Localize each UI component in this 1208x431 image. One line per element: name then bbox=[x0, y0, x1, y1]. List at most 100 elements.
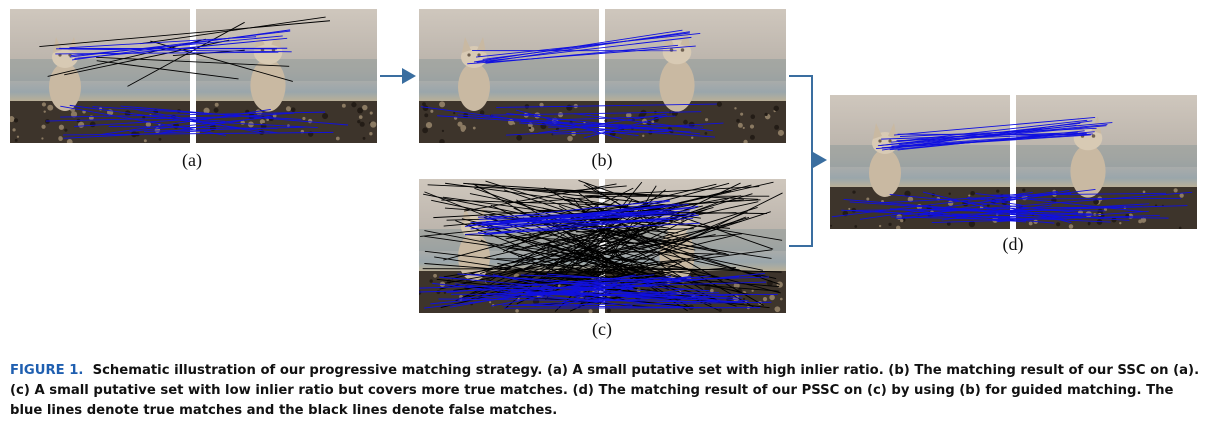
rock-speck bbox=[443, 291, 447, 294]
false-match-line bbox=[442, 196, 670, 229]
rock-speck bbox=[41, 137, 44, 140]
rock-speck bbox=[968, 220, 976, 228]
false-match-line bbox=[150, 40, 293, 82]
rock-speck bbox=[41, 124, 46, 129]
rock-speck bbox=[479, 110, 485, 115]
true-match-line bbox=[574, 113, 713, 132]
true-match-line bbox=[502, 304, 702, 309]
rock-speck bbox=[441, 129, 445, 133]
true-match-line bbox=[975, 193, 1143, 213]
rock-speck bbox=[718, 308, 722, 313]
fox-ear bbox=[873, 123, 882, 139]
true-match-line bbox=[60, 105, 226, 136]
rock-speck bbox=[266, 118, 269, 122]
caption-text: Schematic illustration of our progressiv… bbox=[10, 363, 1200, 418]
rock-speck bbox=[852, 190, 856, 194]
rock-speck bbox=[588, 309, 593, 313]
true-match-line bbox=[478, 214, 699, 235]
false-match-line bbox=[64, 39, 230, 76]
fox-ear bbox=[462, 37, 471, 53]
true-match-line bbox=[918, 208, 1072, 214]
true-match-line bbox=[895, 203, 1150, 220]
rock-speck bbox=[1173, 188, 1178, 193]
true-match-line bbox=[897, 133, 1089, 136]
rock-speck bbox=[968, 194, 971, 197]
panel-b-label: (b) bbox=[591, 150, 613, 170]
rock-speck bbox=[58, 124, 65, 130]
rock-speck bbox=[369, 111, 373, 115]
true-match-line bbox=[69, 30, 291, 58]
true-match-line bbox=[63, 131, 334, 136]
false-match-line bbox=[464, 234, 651, 245]
rock-speck bbox=[948, 192, 951, 195]
rock-speck bbox=[539, 102, 544, 108]
rock-speck bbox=[472, 126, 476, 130]
rock-speck bbox=[272, 113, 277, 118]
rock-speck bbox=[351, 102, 357, 108]
fox-ear bbox=[663, 30, 674, 48]
rock-speck bbox=[58, 136, 63, 141]
true-match-line bbox=[454, 283, 684, 308]
rock-speck bbox=[896, 225, 901, 229]
rock-speck bbox=[457, 121, 463, 127]
true-match-line bbox=[909, 213, 1092, 215]
rock-speck bbox=[145, 121, 152, 127]
panel-b-image bbox=[419, 9, 786, 143]
rock-speck bbox=[970, 190, 975, 196]
rock-speck bbox=[733, 282, 740, 289]
rock-speck bbox=[203, 107, 210, 114]
true-match-line bbox=[129, 117, 269, 132]
figure-caption: FIGURE 1. Schematic illustration of our … bbox=[10, 361, 1200, 421]
true-match-line bbox=[902, 191, 1193, 216]
false-match-line bbox=[534, 252, 722, 286]
rock-speck bbox=[439, 138, 445, 143]
rock-speck bbox=[736, 118, 740, 123]
false-match-line bbox=[544, 187, 754, 308]
rock-speck bbox=[854, 225, 858, 228]
rock-speck bbox=[907, 196, 914, 203]
rock-speck bbox=[1087, 223, 1091, 226]
rock-speck bbox=[1028, 221, 1033, 226]
false-match-line bbox=[424, 263, 780, 292]
rock-speck bbox=[774, 306, 781, 313]
rock-speck bbox=[567, 135, 573, 142]
true-match-line bbox=[517, 294, 743, 306]
true-match-line bbox=[986, 209, 1106, 212]
rock-speck bbox=[740, 112, 744, 116]
rock-speck bbox=[848, 207, 851, 210]
arrow-c-to-d bbox=[789, 160, 813, 247]
rock-speck bbox=[557, 112, 564, 118]
rock-speck bbox=[322, 112, 329, 120]
false-match-line bbox=[467, 183, 678, 207]
rock-speck bbox=[1178, 226, 1182, 229]
true-match-line bbox=[437, 115, 691, 133]
rock-speck bbox=[1140, 217, 1147, 223]
rock-speck bbox=[515, 309, 519, 313]
fox-eye bbox=[467, 53, 471, 57]
true-match-line bbox=[482, 32, 690, 60]
true-match-line bbox=[506, 122, 724, 136]
false-match-line bbox=[576, 206, 676, 271]
true-match-line bbox=[486, 206, 668, 225]
false-match-line bbox=[525, 230, 619, 248]
true-match-line bbox=[893, 117, 1096, 136]
true-match-line bbox=[476, 36, 692, 63]
rock-speck bbox=[370, 121, 377, 128]
true-match-line bbox=[108, 126, 278, 129]
false-match-line bbox=[445, 234, 716, 284]
true-match-line bbox=[875, 134, 1091, 150]
rock-speck bbox=[737, 122, 743, 128]
rock-speck bbox=[424, 113, 429, 118]
rock-speck bbox=[1068, 224, 1074, 229]
true-match-line bbox=[570, 288, 685, 307]
true-match-line bbox=[487, 212, 675, 220]
rock-speck bbox=[866, 197, 870, 201]
rock-speck bbox=[429, 279, 433, 283]
false-match-line bbox=[424, 235, 729, 280]
rock-speck bbox=[606, 308, 611, 313]
rock-speck bbox=[651, 120, 655, 124]
fox-body bbox=[659, 58, 695, 112]
rock-speck bbox=[13, 118, 19, 123]
rock-speck bbox=[830, 224, 833, 227]
hill-band bbox=[1016, 145, 1197, 167]
